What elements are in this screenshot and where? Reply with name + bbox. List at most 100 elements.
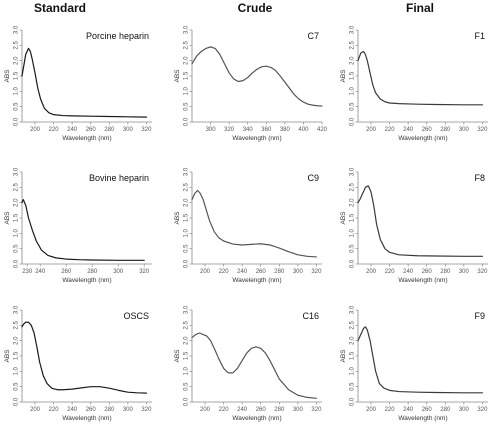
y-tick-label: 0.5 bbox=[184, 244, 190, 253]
y-tick-label: 2.0 bbox=[14, 198, 20, 207]
y-axis-label: ABS bbox=[340, 211, 347, 225]
y-axis-label: ABS bbox=[4, 349, 11, 363]
x-tick-label: 280 bbox=[440, 269, 451, 275]
y-tick-label: 2.5 bbox=[184, 183, 190, 192]
y-tick-label: 1.5 bbox=[184, 71, 190, 80]
x-tick-label: 240 bbox=[403, 407, 414, 413]
panel-label: OSCS bbox=[123, 311, 149, 321]
x-tick-label: 220 bbox=[385, 407, 396, 413]
x-tick-label: 280 bbox=[104, 127, 115, 133]
x-tick-label: 300 bbox=[123, 407, 134, 413]
y-tick-label: 0.0 bbox=[184, 259, 190, 268]
x-tick-label: 220 bbox=[49, 407, 60, 413]
x-tick-label: 320 bbox=[311, 269, 322, 275]
y-tick-label: 2.0 bbox=[184, 56, 190, 65]
y-tick-label: 1.5 bbox=[350, 71, 356, 80]
y-axis-label: ABS bbox=[174, 349, 181, 363]
x-tick-label: 260 bbox=[61, 269, 72, 275]
panel-label: Bovine heparin bbox=[89, 173, 149, 183]
x-tick-label: 240 bbox=[237, 407, 248, 413]
y-tick-label: 3.0 bbox=[14, 167, 20, 176]
y-tick-label: 1.0 bbox=[14, 87, 20, 96]
column-title-standard: Standard bbox=[34, 1, 86, 15]
y-tick-label: 2.5 bbox=[350, 41, 356, 50]
panel-f9: 0.0 0.5 1.0 1.5 2.0 2.5 3.0 200 220 240 260 280 300 3… bbox=[340, 305, 488, 422]
x-tick-label: 280 bbox=[440, 127, 451, 133]
x-tick-label: 380 bbox=[280, 127, 291, 133]
panel-c7: 0.0 0.5 1.0 1.5 2.0 2.5 3.0 300 320 340 360 380 400 4… bbox=[174, 25, 328, 142]
y-tick-label: 3.0 bbox=[350, 25, 356, 34]
y-tick-label: 0.0 bbox=[14, 259, 20, 268]
spectrum-line bbox=[191, 189, 318, 258]
x-tick-label: 220 bbox=[385, 127, 396, 133]
y-axis-label: ABS bbox=[340, 69, 347, 83]
x-tick-label: 260 bbox=[256, 269, 267, 275]
y-axis-label: ABS bbox=[4, 211, 11, 225]
y-tick-label: 1.0 bbox=[350, 229, 356, 238]
y-tick-label: 2.5 bbox=[350, 321, 356, 330]
x-tick-label: 340 bbox=[243, 127, 254, 133]
x-tick-label: 280 bbox=[274, 269, 285, 275]
x-tick-label: 320 bbox=[141, 127, 152, 133]
y-tick-label: 0.5 bbox=[14, 382, 20, 391]
x-tick-label: 220 bbox=[219, 269, 230, 275]
x-tick-label: 300 bbox=[206, 127, 217, 133]
y-axis-label: ABS bbox=[4, 69, 11, 83]
spectrum-line bbox=[21, 47, 148, 118]
x-axis-label: Wavelength (nm) bbox=[62, 135, 111, 142]
x-tick-label: 260 bbox=[422, 269, 433, 275]
y-tick-label: 0.0 bbox=[184, 397, 190, 406]
x-tick-label: 320 bbox=[477, 407, 488, 413]
x-tick-label: 280 bbox=[104, 407, 115, 413]
y-tick-label: 2.0 bbox=[14, 56, 20, 65]
y-tick-label: 3.0 bbox=[184, 25, 190, 34]
x-axis-label: Wavelength (nm) bbox=[62, 277, 111, 284]
y-tick-label: 1.5 bbox=[184, 213, 190, 222]
y-axis-label: ABS bbox=[340, 349, 347, 363]
x-tick-label: 200 bbox=[366, 407, 377, 413]
x-tick-label: 240 bbox=[67, 407, 78, 413]
y-tick-label: 0.5 bbox=[350, 244, 356, 253]
y-tick-label: 2.5 bbox=[14, 41, 20, 50]
x-tick-label: 320 bbox=[311, 407, 322, 413]
y-tick-label: 2.5 bbox=[14, 321, 20, 330]
x-tick-label: 220 bbox=[385, 269, 396, 275]
column-title-crude: Crude bbox=[238, 1, 273, 15]
x-tick-label: 420 bbox=[317, 127, 328, 133]
y-tick-label: 2.5 bbox=[184, 321, 190, 330]
panel-grid: 0.0 0.5 1.0 1.5 2.0 2.5 3.0 200 220 240 260 280 300 3… bbox=[4, 25, 488, 422]
x-tick-label: 200 bbox=[200, 407, 211, 413]
panel-f8: 0.0 0.5 1.0 1.5 2.0 2.5 3.0 200 220 240 260 280 300 3… bbox=[340, 167, 488, 284]
x-tick-label: 200 bbox=[200, 269, 211, 275]
x-tick-label: 240 bbox=[237, 269, 248, 275]
panel-c16: 0.0 0.5 1.0 1.5 2.0 2.5 3.0 200 220 240 260 280 300 3… bbox=[174, 305, 322, 422]
y-tick-label: 0.0 bbox=[350, 117, 356, 126]
y-tick-label: 3.0 bbox=[14, 305, 20, 314]
y-tick-label: 1.5 bbox=[350, 351, 356, 360]
y-tick-label: 2.0 bbox=[14, 336, 20, 345]
y-tick-label: 3.0 bbox=[184, 305, 190, 314]
x-tick-label: 300 bbox=[293, 407, 304, 413]
x-tick-label: 320 bbox=[477, 127, 488, 133]
x-axis-label: Wavelength (nm) bbox=[62, 415, 111, 422]
x-tick-label: 240 bbox=[35, 269, 46, 275]
x-tick-label: 280 bbox=[87, 269, 98, 275]
x-tick-label: 260 bbox=[86, 407, 97, 413]
y-tick-label: 0.5 bbox=[14, 244, 20, 253]
y-axis-label: ABS bbox=[174, 211, 181, 225]
x-tick-label: 220 bbox=[219, 407, 230, 413]
x-tick-label: 260 bbox=[86, 127, 97, 133]
panel-f1: 0.0 0.5 1.0 1.5 2.0 2.5 3.0 200 220 240 260 280 300 3… bbox=[340, 25, 488, 142]
panel-label: F8 bbox=[474, 173, 485, 183]
x-tick-label: 320 bbox=[477, 269, 488, 275]
y-tick-label: 1.0 bbox=[184, 229, 190, 238]
y-axis-label: ABS bbox=[174, 69, 181, 83]
spectrum-line bbox=[21, 199, 145, 261]
spectrum-line bbox=[21, 321, 148, 394]
x-tick-label: 360 bbox=[261, 127, 272, 133]
spectrum-line bbox=[357, 50, 484, 106]
y-tick-label: 1.5 bbox=[14, 71, 20, 80]
panel-bovine-heparin: 0.0 0.5 1.0 1.5 2.0 2.5 3.0 230 240 260 280 300 320 W… bbox=[4, 167, 152, 284]
x-axis-label: Wavelength (nm) bbox=[398, 277, 447, 284]
